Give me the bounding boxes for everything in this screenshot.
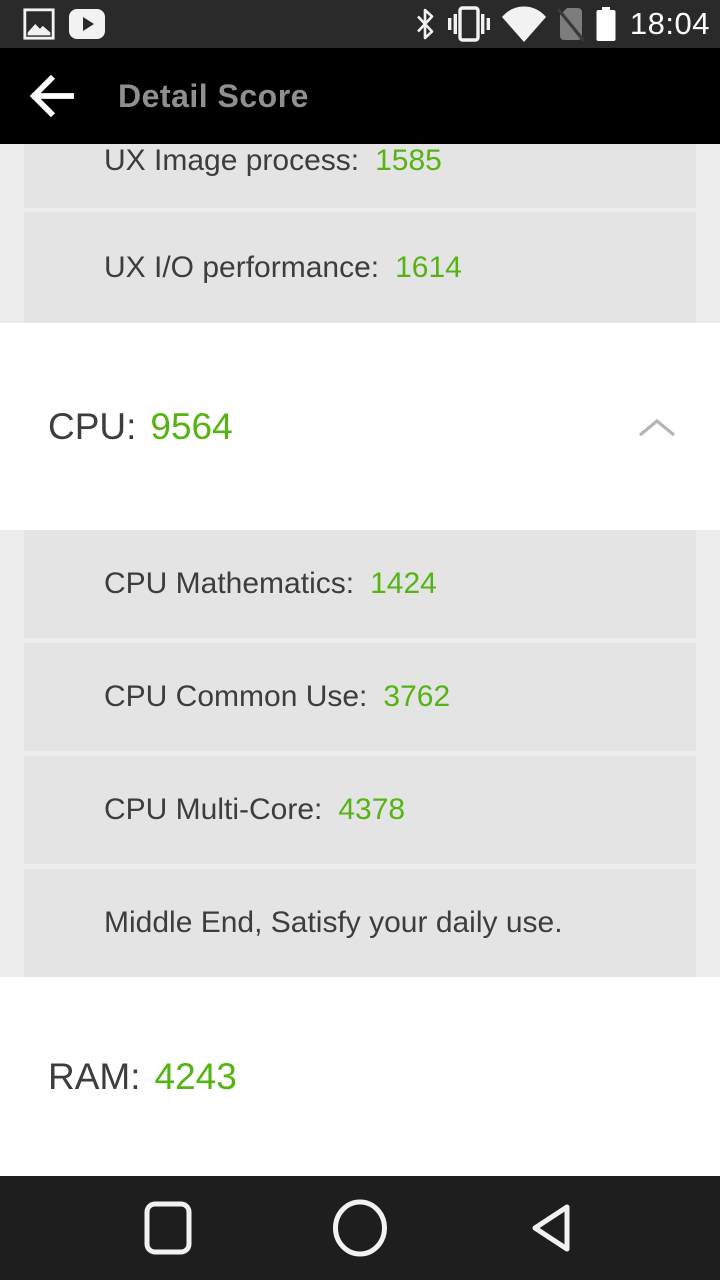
- section-label: RAM:: [48, 1055, 141, 1097]
- cpu-rating-note: Middle End, Satisfy your daily use.: [104, 906, 563, 939]
- list-item: CPU Multi-Core: 4378: [24, 756, 696, 864]
- app-bar: Detail Score: [0, 48, 720, 144]
- chevron-up-icon: [638, 418, 676, 436]
- list-item: Middle End, Satisfy your daily use.: [24, 869, 696, 977]
- subscore-value: 1614: [395, 250, 462, 284]
- gallery-icon: [23, 8, 55, 40]
- ux-subscore-list: UX Image process: 1585 UX I/O performanc…: [0, 144, 720, 323]
- home-button[interactable]: [330, 1198, 390, 1258]
- cpu-subscore-list: CPU Mathematics: 1424 CPU Common Use: 37…: [0, 530, 720, 977]
- status-bar-system-icons: 18:04: [413, 0, 710, 48]
- status-bar-clock: 18:04: [629, 6, 710, 41]
- section-label: CPU:: [48, 405, 137, 447]
- recents-square-icon: [144, 1201, 192, 1255]
- ram-section-header[interactable]: RAM: 4243: [0, 977, 720, 1176]
- subscore-label: CPU Mathematics:: [104, 567, 355, 600]
- back-button[interactable]: [28, 74, 74, 118]
- list-item: CPU Common Use: 3762: [24, 643, 696, 751]
- back-triangle-icon: [532, 1204, 570, 1252]
- status-bar-notifications: [22, 7, 106, 41]
- list-item: CPU Mathematics: 1424: [24, 530, 696, 638]
- back-nav-button[interactable]: [522, 1198, 582, 1258]
- subscore-label: UX Image process:: [104, 144, 360, 177]
- subscore-value: 4378: [338, 793, 406, 826]
- youtube-icon: [69, 9, 105, 39]
- subscore-value: 1585: [375, 144, 442, 177]
- section-score: 4243: [154, 1055, 237, 1097]
- vibrate-icon: [447, 6, 490, 42]
- battery-icon: [596, 7, 616, 41]
- page-title: Detail Score: [118, 77, 309, 114]
- cpu-section-header[interactable]: CPU: 9564: [0, 323, 720, 530]
- home-circle-icon: [333, 1199, 387, 1257]
- wifi-icon: [501, 6, 546, 42]
- subscore-label: UX I/O performance:: [104, 250, 380, 284]
- subscore-value: 3762: [383, 680, 451, 713]
- bluetooth-icon: [416, 8, 434, 40]
- subscore-label: CPU Multi-Core:: [104, 793, 323, 826]
- status-bar: 18:04: [0, 0, 720, 48]
- recents-button[interactable]: [138, 1198, 198, 1258]
- subscore-value: 1424: [370, 567, 437, 600]
- subscore-label: CPU Common Use:: [104, 680, 368, 713]
- arrow-left-icon: [29, 74, 74, 118]
- section-score: 9564: [150, 405, 233, 447]
- list-item: UX I/O performance: 1614: [24, 212, 696, 323]
- no-sim-icon: [556, 7, 586, 42]
- list-item: UX Image process: 1585: [24, 144, 696, 208]
- android-nav-bar: [0, 1176, 720, 1280]
